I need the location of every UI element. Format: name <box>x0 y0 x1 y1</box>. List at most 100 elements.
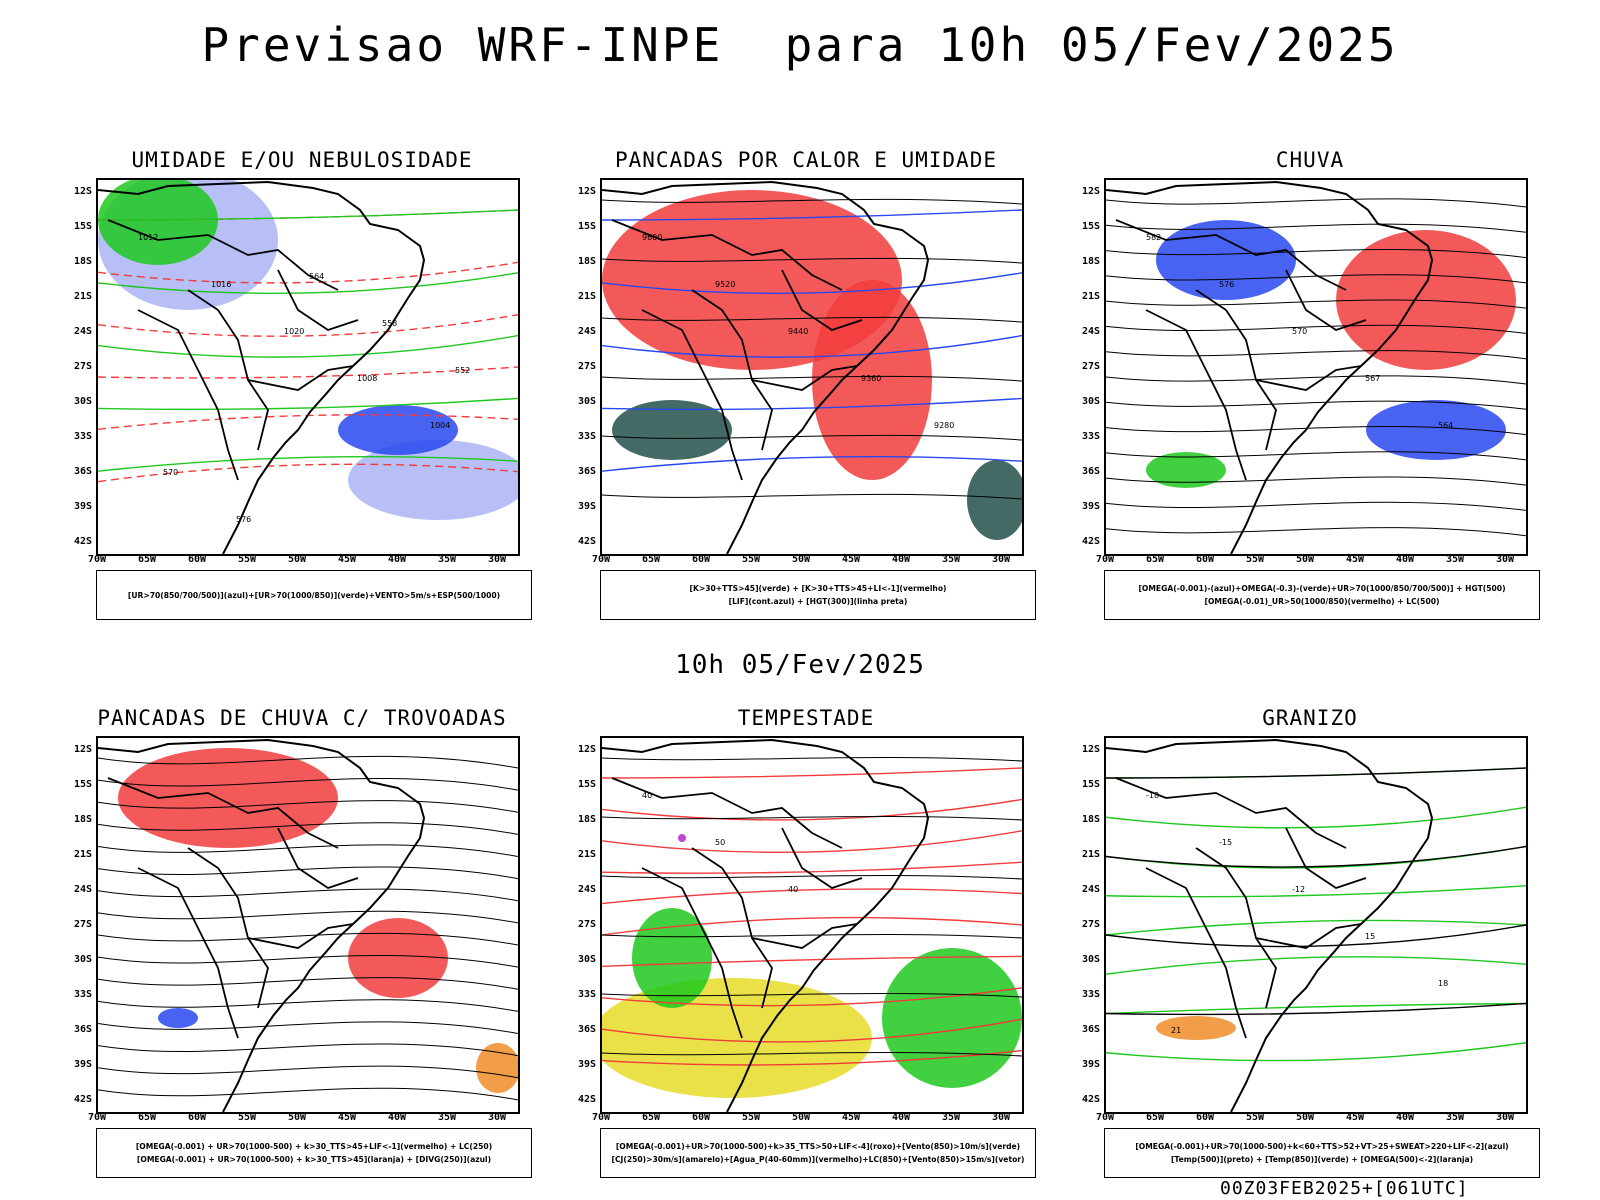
lat-tick-label: 15S <box>73 779 92 790</box>
lat-tick-label: 24S <box>1081 884 1100 895</box>
streamline <box>602 875 1022 880</box>
lon-tick-label: 40W <box>388 1112 407 1123</box>
coastline <box>98 738 426 1112</box>
instability-area <box>812 280 932 480</box>
coastline <box>98 180 426 554</box>
lon-tick-label: 55W <box>1246 554 1265 565</box>
contour-label: 564 <box>1438 421 1453 430</box>
streamline <box>1106 274 1526 284</box>
lon-tick-label: 55W <box>238 1112 257 1123</box>
border-line <box>107 219 339 291</box>
lon-tick-label: 60W <box>1196 554 1215 565</box>
lat-tick-label: 27S <box>1081 919 1100 930</box>
lat-tick-label: 15S <box>73 221 92 232</box>
contour-line <box>602 955 1022 968</box>
map-panel-umidade[interactable]: 1012 1016 1020 1008 1004 570 576 564 558 552 <box>96 178 520 556</box>
lon-tick-label: 35W <box>942 1112 961 1123</box>
lat-tick-label: 42S <box>577 536 596 547</box>
lat-tick-label: 42S <box>577 1094 596 1105</box>
lon-tick-label: 35W <box>1446 1112 1465 1123</box>
lat-tick-label: 21S <box>73 291 92 302</box>
border-line <box>1115 219 1347 291</box>
lat-tick-label: 12S <box>1081 744 1100 755</box>
legend-pancadas-calor: [K>30+TTS>45](verde) + [K>30+TTS>45+LI<-… <box>600 570 1036 620</box>
map-panel-pancadas-calor[interactable]: 9600 9520 9440 9360 9280 <box>600 178 1024 556</box>
contour-line <box>98 261 518 284</box>
lat-tick-label: 33S <box>577 431 596 442</box>
map-canvas: 9600 9520 9440 9360 9280 <box>602 180 1022 554</box>
lon-tick-label: 70W <box>88 1112 107 1123</box>
contour-label: 1012 <box>138 233 158 242</box>
lat-tick-label: 15S <box>577 779 596 790</box>
lat-tick-label: 12S <box>73 744 92 755</box>
lat-tick-label: 24S <box>73 326 92 337</box>
lat-tick-label: 24S <box>1081 326 1100 337</box>
border-line <box>751 923 858 949</box>
map-panel-trovoadas[interactable] <box>96 736 520 1114</box>
border-line <box>247 365 354 391</box>
contour-label: 567 <box>1365 374 1380 383</box>
legend-line: [OMEGA(-0.01)_UR>50(1000/850)(vermelho) … <box>1204 597 1440 606</box>
contour-label: -15 <box>1219 838 1232 847</box>
lat-tick-label: 30S <box>1081 954 1100 965</box>
streamline <box>98 755 518 769</box>
contour-label: 50 <box>715 838 725 847</box>
storm-area <box>348 918 448 998</box>
contour-line <box>1106 1002 1526 1016</box>
streamline <box>1106 476 1526 486</box>
contour-label: 9360 <box>861 374 881 383</box>
contour-line <box>602 1018 1022 1043</box>
lat-tick-label: 24S <box>577 326 596 337</box>
map-panel-granizo[interactable]: -18 -15 -12 15 18 21 <box>1104 736 1528 1114</box>
lon-tick-label: 65W <box>1146 1112 1165 1123</box>
lon-tick-label: 65W <box>138 1112 157 1123</box>
border-line <box>1255 365 1362 391</box>
lon-tick-label: 70W <box>592 554 611 565</box>
lat-tick-label: 33S <box>73 989 92 1000</box>
rain-area <box>1336 230 1516 370</box>
lon-tick-label: 45W <box>338 1112 357 1123</box>
border-line <box>1145 867 1247 1039</box>
lon-tick-label: 30W <box>992 1112 1011 1123</box>
contour-line <box>1106 767 1526 779</box>
map-canvas <box>98 738 518 1112</box>
contour-line <box>1106 1042 1526 1062</box>
lon-tick-label: 70W <box>1096 1112 1115 1123</box>
streamline <box>98 977 518 990</box>
lon-tick-label: 35W <box>438 1112 457 1123</box>
border-line <box>1285 827 1367 889</box>
border-line <box>187 289 269 451</box>
coastline <box>1106 180 1434 554</box>
contour-line <box>602 334 1022 358</box>
contour-line <box>602 888 1022 905</box>
lon-tick-label: 35W <box>1446 554 1465 565</box>
streamline <box>98 800 518 813</box>
border-line <box>691 847 773 1009</box>
map-panel-tempestade[interactable]: 40 50 40 <box>600 736 1024 1114</box>
lat-tick-label: 36S <box>1081 466 1100 477</box>
lat-tick-label: 42S <box>1081 1094 1100 1105</box>
lon-tick-label: 70W <box>1096 554 1115 565</box>
contour-label: 576 <box>1219 280 1234 289</box>
border-line <box>611 219 843 291</box>
storm-area <box>602 978 872 1098</box>
lat-tick-label: 39S <box>73 501 92 512</box>
lat-tick-label: 42S <box>73 1094 92 1105</box>
lon-tick-label: 40W <box>892 1112 911 1123</box>
border-line <box>137 309 239 481</box>
border-line <box>751 365 858 391</box>
contour-line <box>602 209 1022 221</box>
storm-area <box>678 834 686 842</box>
contour-label: 40 <box>642 791 652 800</box>
streamline <box>1106 299 1526 309</box>
streamline <box>602 375 1022 382</box>
legend-line: [K>30+TTS>45](verde) + [K>30+TTS>45+LI<-… <box>689 584 947 593</box>
lon-tick-label: 50W <box>288 1112 307 1123</box>
lon-tick-label: 65W <box>642 554 661 565</box>
contour-line <box>1106 845 1526 869</box>
lat-tick-label: 27S <box>577 361 596 372</box>
streamline <box>1106 324 1526 334</box>
map-panel-chuva[interactable]: 582 576 570 567 564 <box>1104 178 1528 556</box>
lon-tick-label: 60W <box>188 554 207 565</box>
border-line <box>1195 289 1277 451</box>
